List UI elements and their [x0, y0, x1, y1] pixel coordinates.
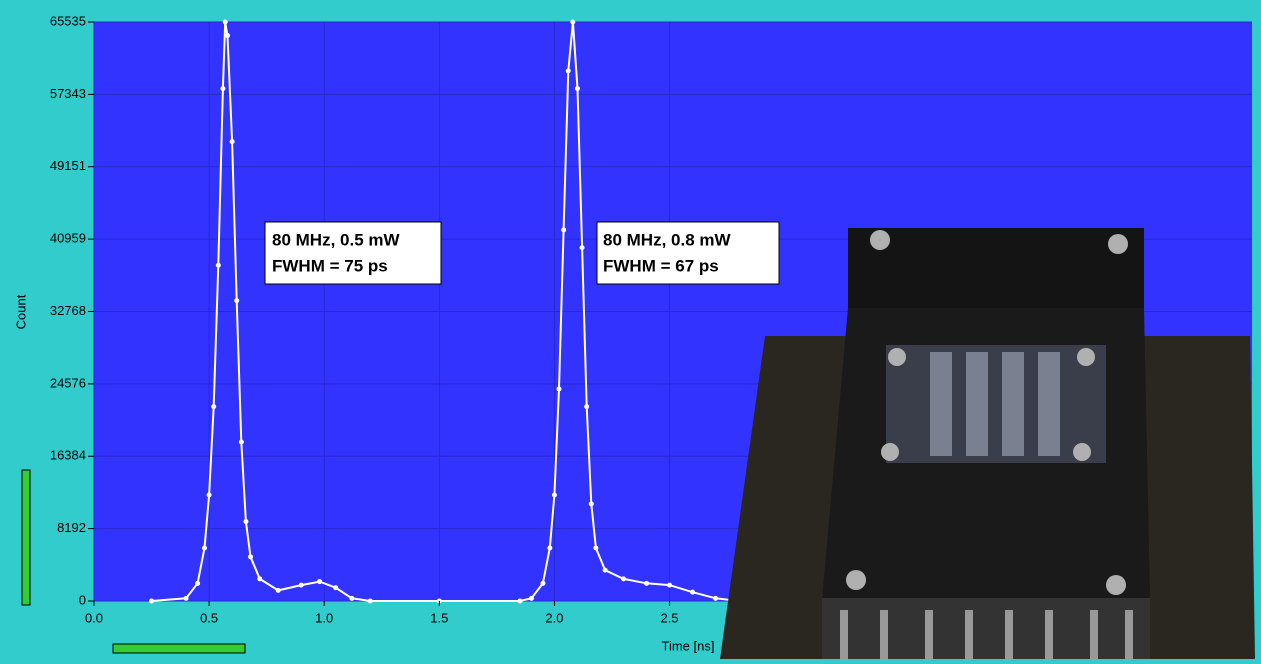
y-axis-label: Count: [13, 294, 28, 329]
data-point: [602, 567, 608, 573]
data-point: [644, 580, 650, 586]
data-point: [243, 518, 249, 524]
data-point: [333, 585, 339, 591]
data-point: [298, 582, 304, 588]
annotation-text: FWHM = 75 ps: [272, 256, 388, 275]
data-point: [367, 598, 373, 604]
data-point: [574, 86, 580, 92]
data-point: [565, 68, 571, 74]
annotation-text: 80 MHz, 0.5 mW: [272, 230, 400, 249]
data-point: [579, 245, 585, 251]
data-point: [202, 545, 208, 551]
data-point: [275, 587, 281, 593]
fin: [1090, 610, 1098, 659]
fin: [925, 610, 933, 659]
photo-fins: [822, 598, 1150, 659]
annotation-box: 80 MHz, 0.8 mW FWHM = 67 ps: [596, 221, 780, 285]
data-point: [225, 33, 231, 39]
data-point: [206, 492, 212, 498]
fin: [1125, 610, 1133, 659]
data-point: [713, 595, 719, 601]
x-axis-label: Time [ns]: [662, 638, 715, 653]
screw: [1077, 348, 1095, 366]
y-tick-label: 49151: [50, 158, 86, 173]
fin: [880, 610, 888, 659]
y-tick-label: 0: [79, 592, 86, 607]
x-tick-label: 2.5: [661, 610, 679, 625]
data-point: [349, 595, 355, 601]
data-point: [220, 86, 226, 92]
data-point: [561, 227, 567, 233]
data-point: [229, 139, 235, 145]
slat: [966, 352, 988, 456]
data-point: [517, 598, 523, 604]
y-tick-label: 65535: [50, 13, 86, 28]
data-point: [621, 576, 627, 582]
screw: [870, 230, 890, 250]
data-point: [667, 582, 673, 588]
slat: [1038, 352, 1060, 456]
y-tick-label: 40959: [50, 231, 86, 246]
x-tick-label: 2.0: [545, 610, 563, 625]
data-point: [234, 298, 240, 304]
series-line: [151, 21, 739, 602]
annotation-text: 80 MHz, 0.8 mW: [603, 230, 731, 249]
slat: [1002, 352, 1024, 456]
screw: [881, 443, 899, 461]
screw: [888, 348, 906, 366]
screw: [1073, 443, 1091, 461]
data-point: [183, 595, 189, 601]
data-point: [593, 545, 599, 551]
data-point: [222, 19, 228, 25]
data-point: [317, 579, 323, 585]
data-point: [547, 545, 553, 551]
device-photo: [720, 228, 1255, 659]
data-point: [195, 580, 201, 586]
screw: [1106, 575, 1126, 595]
annotation-bg: [264, 221, 442, 285]
scroll-bar: [112, 643, 246, 654]
x-tick-label: 0.5: [200, 610, 218, 625]
photo-window: [886, 345, 1106, 463]
screw: [1108, 234, 1128, 254]
y-tick-label: 8192: [57, 520, 86, 535]
x-tick-label: 1.0: [315, 610, 333, 625]
data-point: [528, 595, 534, 601]
annotation-text: FWHM = 67 ps: [603, 256, 719, 275]
data-point: [690, 589, 696, 595]
photo-lid: [848, 228, 1144, 308]
data-point: [257, 576, 263, 582]
slat: [930, 352, 952, 456]
data-point: [556, 386, 562, 392]
fin: [965, 610, 973, 659]
data-point: [149, 598, 155, 604]
y-tick-label: 32768: [50, 303, 86, 318]
y-tick-label: 24576: [50, 375, 86, 390]
x-tick-label: 1.5: [430, 610, 448, 625]
fin: [1005, 610, 1013, 659]
data-point: [540, 580, 546, 586]
y-tick-label: 57343: [50, 86, 86, 101]
data-point: [238, 439, 244, 445]
x-tick-label: 0.0: [85, 610, 103, 625]
data-point: [211, 404, 217, 410]
data-point: [570, 19, 576, 25]
series: [149, 19, 742, 604]
fin: [840, 610, 848, 659]
level-indicator: [21, 469, 31, 606]
annotation-bg: [596, 221, 780, 285]
data-point: [215, 262, 221, 268]
screw: [846, 570, 866, 590]
annotation-box: 80 MHz, 0.5 mW FWHM = 75 ps: [264, 221, 442, 285]
data-point: [551, 492, 557, 498]
data-point: [248, 554, 254, 560]
y-tick-label: 16384: [50, 448, 86, 463]
data-point: [584, 404, 590, 410]
data-point: [588, 501, 594, 507]
fin: [1045, 610, 1053, 659]
